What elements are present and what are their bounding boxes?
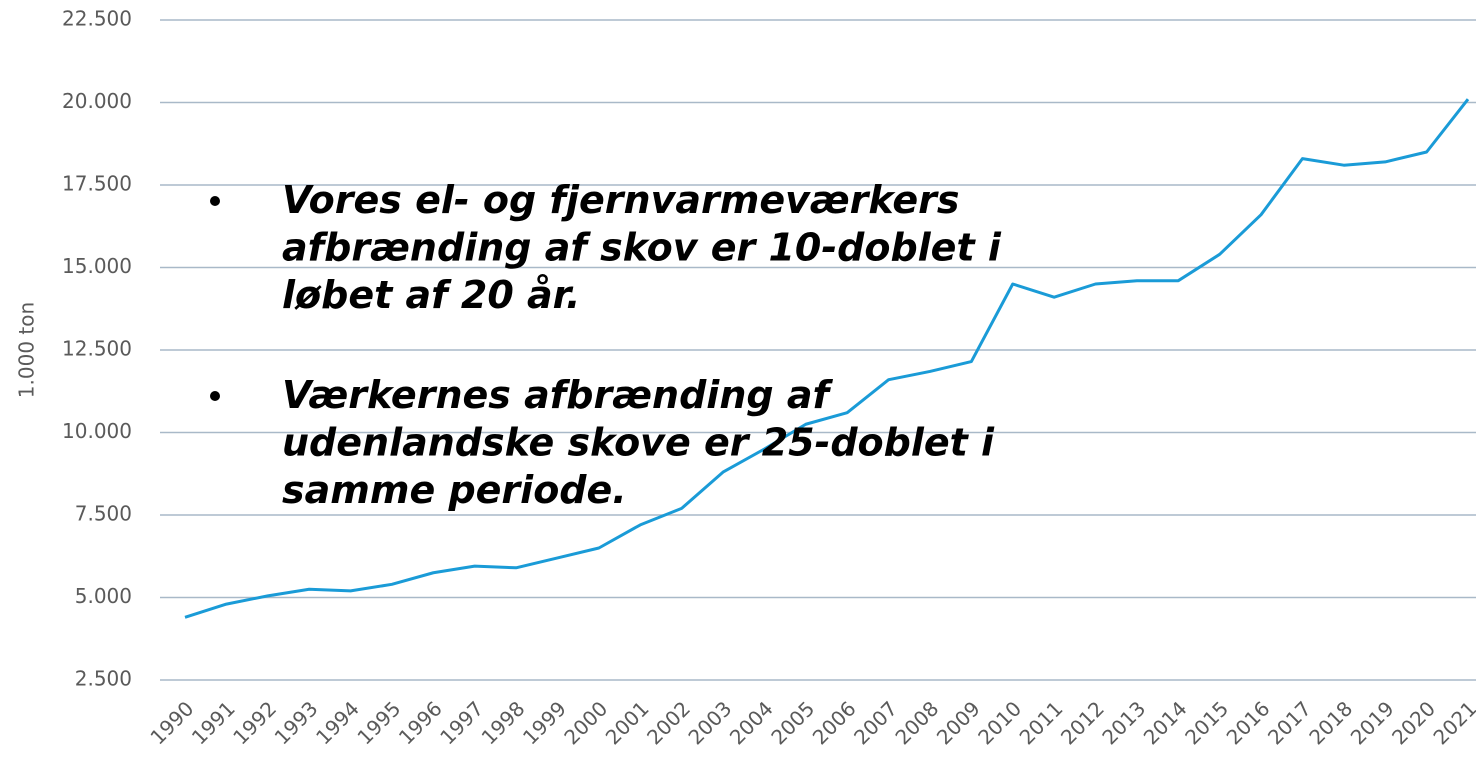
x-tick-label: 2010 [973,696,1026,749]
x-tick-label: 2001 [601,696,654,749]
x-tick-label: 2011 [1015,696,1068,749]
x-tick-label: 2000 [559,696,612,749]
x-tick-label: 2006 [808,696,861,749]
x-tick-label: 1997 [435,696,488,749]
x-tick-label: 2020 [1387,696,1440,749]
bullet [210,196,220,206]
y-tick-label: 2.500 [75,667,132,691]
x-tick-label: 2018 [1304,696,1357,749]
x-tick-label: 1993 [270,696,323,749]
x-tick-label: 1995 [352,696,405,749]
x-tick-label: 2005 [766,696,819,749]
y-tick-label: 10.000 [62,419,132,443]
annotation: afbrænding af skov er 10-doblet i [282,226,1002,270]
x-tick-label: 2003 [683,696,736,749]
x-tick-label: 1992 [228,696,281,749]
x-tick-label: 1994 [311,696,364,749]
x-tick-label: 2013 [1097,696,1150,749]
data-line [184,98,1470,619]
x-tick-label: 2021 [1428,696,1476,749]
x-tick-label: 2004 [725,696,778,749]
x-tick-label: 1990 [145,696,198,749]
annotation: løbet af 20 år. [282,273,580,317]
y-tick-label: 12.500 [62,337,132,361]
annotation: samme periode. [282,468,627,512]
x-tick-label: 1991 [187,696,240,749]
x-tick-label: 2017 [1263,696,1316,749]
x-tick-label: 1998 [477,696,530,749]
annotation: udenlandske skove er 25-doblet i [282,421,995,465]
x-tick-label: 2007 [849,696,902,749]
bullet [210,391,220,401]
y-tick-label: 22.500 [62,7,132,31]
x-tick-label: 1999 [518,696,571,749]
y-tick-label: 20.000 [62,89,132,113]
y-tick-label: 17.500 [62,172,132,196]
y-tick-label: 7.500 [75,502,132,526]
x-tick-label: 2019 [1346,696,1399,749]
x-tick-label: 2016 [1222,696,1275,749]
y-tick-label: 5.000 [75,584,132,608]
annotation: Vores el- og fjernvarmeværkers [282,178,959,222]
y-tick-label: 15.000 [62,254,132,278]
x-tick-label: 2002 [642,696,695,749]
x-tick-label: 2008 [890,696,943,749]
x-tick-label: 2014 [1139,696,1192,749]
annotation: Værkernes afbrænding af [282,373,833,417]
x-tick-label: 2009 [932,696,985,749]
y-axis-label: 1.000 ton [15,302,39,398]
x-tick-label: 2015 [1180,696,1233,749]
x-tick-label: 1996 [394,696,447,749]
x-tick-label: 2012 [1056,696,1109,749]
